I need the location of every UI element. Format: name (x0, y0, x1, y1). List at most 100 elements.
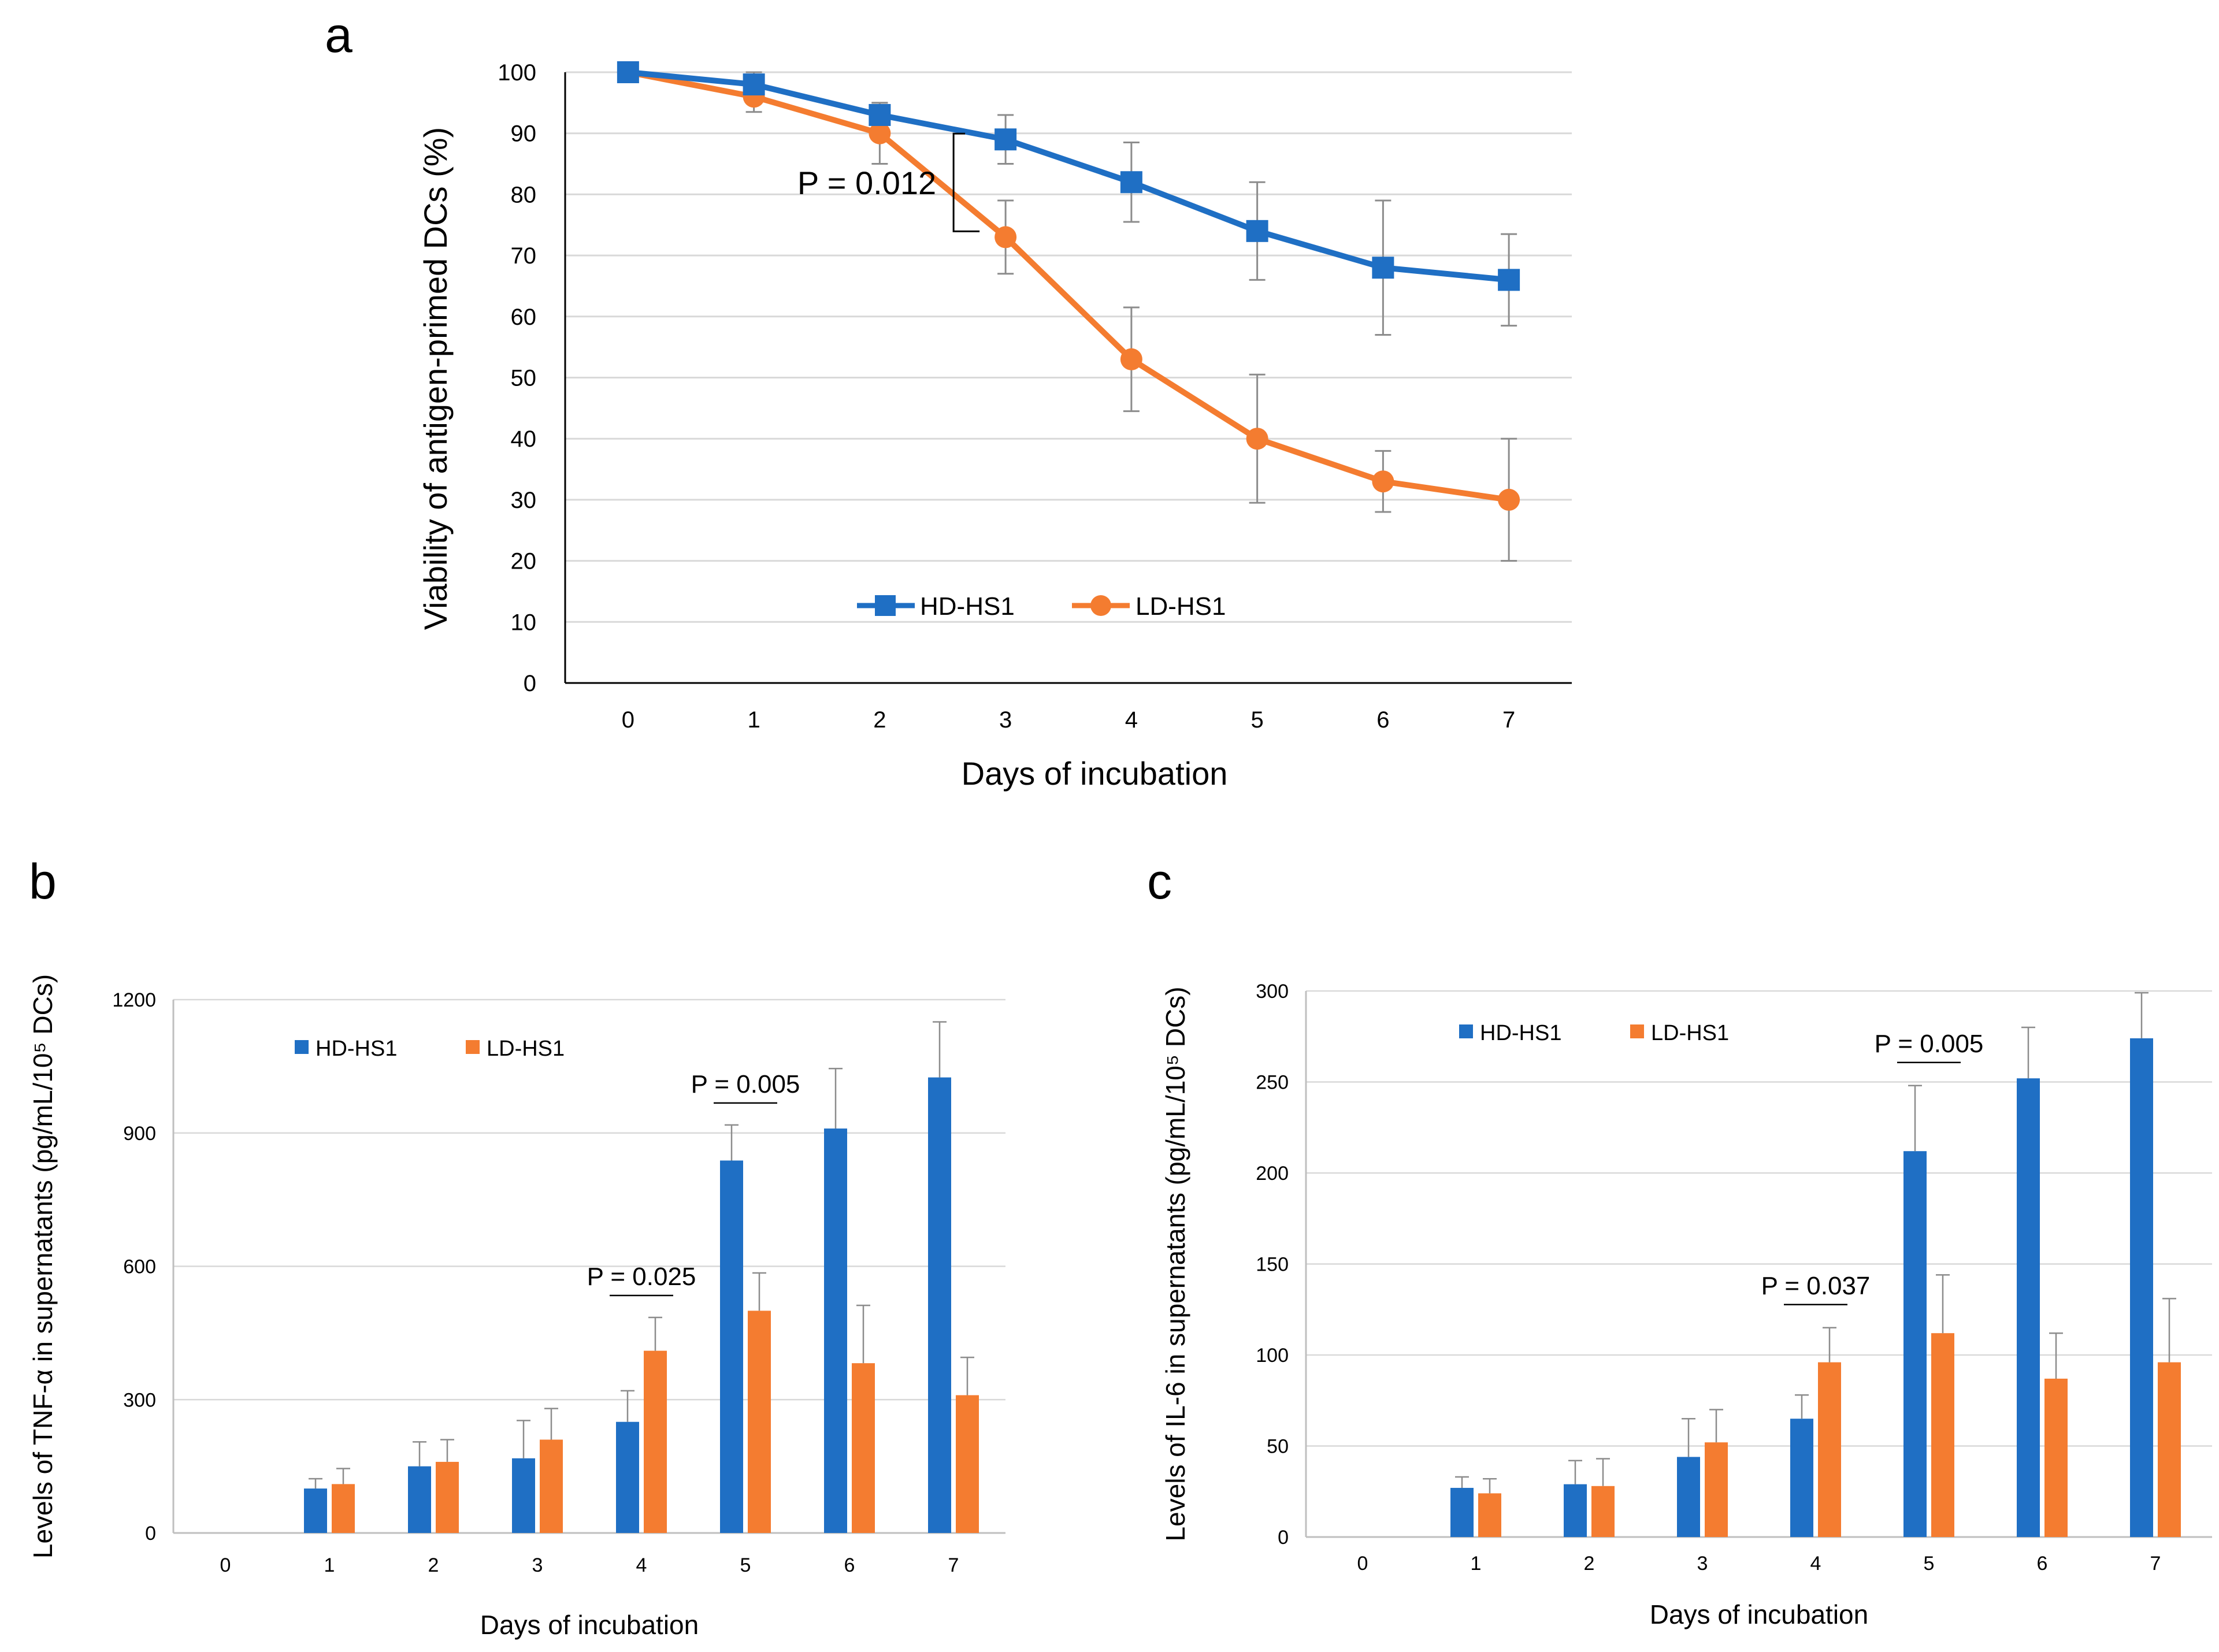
x-tick-label: 5 (1924, 1553, 1935, 1575)
data-point-hd (743, 73, 765, 96)
y-tick-label: 40 (511, 426, 537, 452)
error-bar-ld (960, 1356, 974, 1395)
error-bar-hd (2135, 992, 2149, 1038)
error-bars-c (1455, 992, 2176, 1494)
y-tick-label: 1200 (112, 989, 156, 1011)
y-tick-label: 100 (498, 60, 536, 86)
bar-hd (1903, 1151, 1927, 1537)
bar-ld (1818, 1362, 1841, 1537)
bar-hd (1790, 1419, 1813, 1537)
bar-hd (1450, 1487, 1474, 1537)
error-bar-ld (752, 1272, 766, 1311)
data-point-ld (995, 226, 1017, 248)
legend-a: HD-HS1 LD-HS1 (857, 592, 1226, 621)
error-bar-ld (856, 1304, 870, 1364)
error-bar-ld (544, 1408, 558, 1440)
y-tick-label: 10 (511, 610, 537, 635)
axes-a (564, 72, 1572, 684)
y-tick-label: 80 (511, 182, 537, 207)
error-bar-ld (336, 1468, 350, 1484)
annotation-a: P = 0.012 (797, 132, 980, 232)
bar-hd (304, 1488, 327, 1533)
error-bar-hd (725, 1124, 739, 1161)
y-tick-label: 90 (511, 121, 537, 147)
data-point-hd (869, 103, 891, 126)
legend-label-ld: LD-HS1 (1651, 1021, 1729, 1045)
bar-hd (408, 1466, 431, 1533)
bar-ld (2158, 1362, 2181, 1537)
legend-label-hd: HD-HS1 (920, 592, 1015, 621)
y-axis-title-b: Levels of TNF-α in supernatants (pg/mL/1… (28, 974, 58, 1558)
x-tick-label: 0 (1357, 1553, 1368, 1575)
chart-a: 0 10 20 30 40 50 60 70 80 90 100 0 1 2 3 4 5 6 7 P = 0.01… (417, 60, 1572, 792)
annotations-c: P = 0.037 P = 0.005 (1761, 1030, 1983, 1305)
y-tick-label: 50 (1267, 1436, 1289, 1458)
error-bar-hd (1795, 1394, 1809, 1419)
error-bar-hd (933, 1021, 947, 1078)
x-tick-label: 2 (873, 707, 886, 733)
legend-marker-hd (875, 595, 896, 616)
gridlines-a (565, 71, 1572, 623)
p-value-label: P = 0.005 (691, 1070, 800, 1098)
series-line-ld (627, 69, 1509, 503)
y-tick-label: 50 (511, 366, 537, 391)
y-tick-label: 900 (123, 1123, 156, 1145)
legend-label-ld: LD-HS1 (1136, 592, 1226, 621)
data-point-ld (1372, 470, 1394, 493)
legend-swatch-ld (466, 1040, 480, 1054)
error-bar-hd (413, 1441, 426, 1467)
x-tick-label: 3 (532, 1554, 543, 1576)
x-tick-labels-c: 0 1 2 3 4 5 6 7 (1357, 1553, 2161, 1575)
x-tick-label: 5 (1251, 707, 1264, 733)
panel-label-a: a (325, 8, 352, 63)
error-bar-ld (2162, 1298, 2176, 1363)
bar-ld (644, 1350, 667, 1533)
error-bar-hd (621, 1390, 634, 1422)
panel-label-c: c (1147, 854, 1172, 909)
gridlines-b (173, 998, 1005, 1401)
x-axis-title-c: Days of incubation (1650, 1599, 1868, 1629)
x-tick-label: 3 (999, 707, 1012, 733)
data-point-ld (1498, 488, 1520, 511)
error-bar-hd (1908, 1085, 1922, 1152)
x-tick-label: 6 (2037, 1553, 2048, 1575)
bar-ld (1931, 1333, 1954, 1537)
y-tick-label: 300 (123, 1389, 156, 1411)
legend-c: HD-HS1 LD-HS1 (1459, 1021, 1729, 1045)
x-axis-title-a: Days of incubation (962, 755, 1228, 792)
x-tick-label: 4 (636, 1554, 647, 1576)
x-tick-label: 4 (1125, 707, 1138, 733)
error-bar-ld (1483, 1477, 1497, 1494)
bar-ld (2044, 1378, 2068, 1537)
legend-label-hd: HD-HS1 (316, 1037, 397, 1061)
data-point-hd (1372, 257, 1394, 279)
y-tick-label: 30 (511, 488, 537, 513)
chart-c: 0 50 100 150 200 250 300 0 1 2 3 4 5 6 7 P = 0.037 P … (1160, 981, 2212, 1629)
bar-hd (1677, 1457, 1700, 1537)
annotations-b: P = 0.025 P = 0.005 (587, 1070, 800, 1297)
y-tick-label: 20 (511, 549, 537, 574)
legend-swatch-hd (295, 1040, 309, 1054)
x-tick-labels-b: 0 1 2 3 4 5 6 7 (220, 1554, 959, 1576)
y-axis-title-a: Viability of antigen-primed DCs (%) (417, 127, 454, 630)
bar-ld (1591, 1486, 1615, 1537)
error-bar-ld (1823, 1327, 1836, 1363)
error-bar-hd (309, 1477, 322, 1489)
data-point-hd (995, 128, 1017, 151)
x-tick-label: 4 (1810, 1553, 1821, 1575)
x-tick-label: 6 (844, 1554, 855, 1576)
bar-hd (928, 1077, 951, 1533)
x-tick-label: 6 (1376, 707, 1389, 733)
p-value-bracket (952, 132, 980, 232)
error-bar-hd (517, 1420, 530, 1458)
error-bar-ld (1596, 1458, 1610, 1486)
bar-ld (1705, 1442, 1728, 1537)
y-tick-label: 150 (1256, 1254, 1289, 1276)
x-tick-label: 5 (740, 1554, 751, 1576)
series-line-hd (628, 69, 1509, 283)
error-bar-hd (829, 1067, 843, 1129)
bar-ld (436, 1461, 459, 1533)
legend-swatch-hd (1459, 1024, 1473, 1038)
chart-b: 0 300 600 900 1200 0 1 2 3 4 5 6 7 P = 0.025 P = 0.… (28, 974, 1005, 1640)
